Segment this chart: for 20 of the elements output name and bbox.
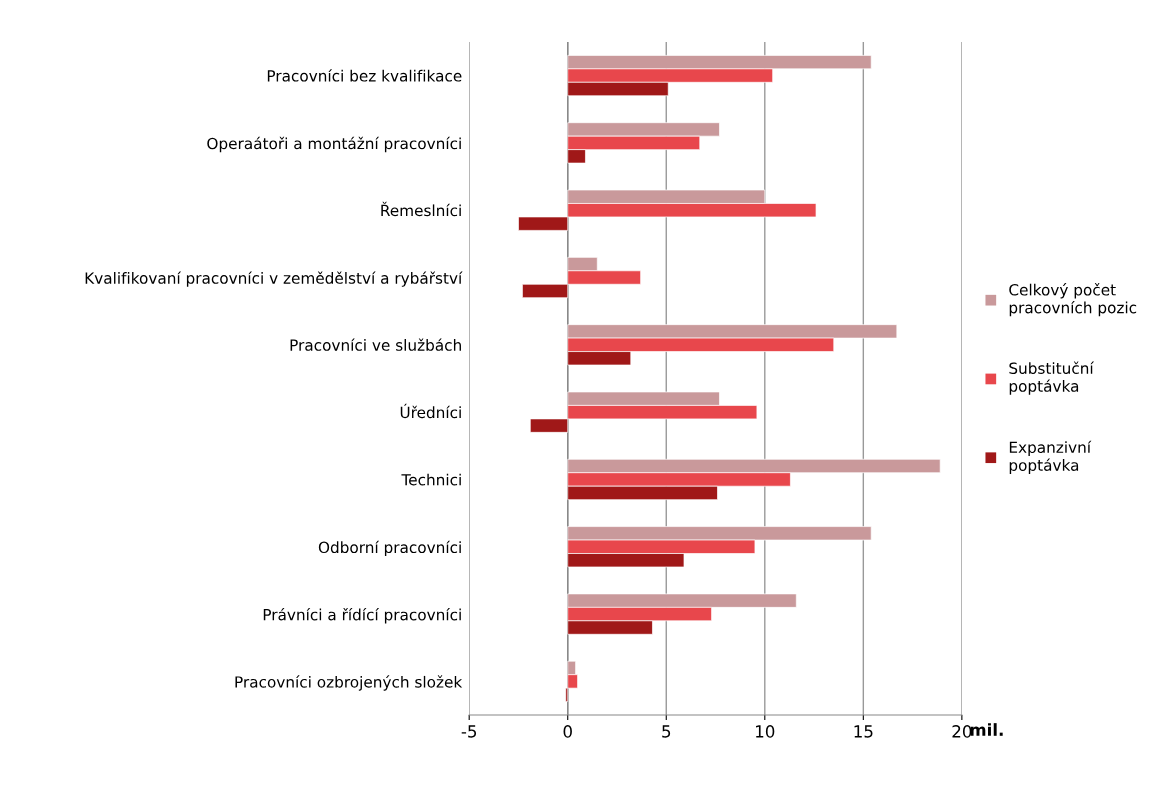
legend-label: Substituční poptávka <box>1009 361 1095 395</box>
x-tick-label: 15 <box>854 725 873 738</box>
y-tick-label: Pracovníci ve službách <box>290 338 461 351</box>
legend-label: Celkový počet pracovních pozic <box>1009 283 1137 317</box>
y-tick-label: Technici <box>401 473 461 486</box>
x-tick-label: 0 <box>563 725 572 738</box>
y-tick-label: Úředníci <box>400 403 461 419</box>
x-axis-title: mil. <box>970 723 1003 736</box>
x-tick-label: 20 <box>952 725 972 738</box>
legend-label: Expanzivní poptávka <box>1009 440 1092 474</box>
y-tick-label: Operaátoři a montážní pracovníci <box>207 136 461 153</box>
y-tick-label: Pracovníci bez kvalifikace <box>267 69 462 82</box>
x-tick-label: -5 <box>461 725 477 738</box>
y-tick-label: Řemeslníci <box>381 201 461 217</box>
x-tick-label: 10 <box>756 725 775 738</box>
x-tick-label: 5 <box>662 725 671 738</box>
y-tick-label: Právníci a řídící pracovníci <box>263 607 461 624</box>
y-tick-label: Pracovníci ozbrojených složek <box>235 675 463 691</box>
y-tick-label: Kvalifikovaní pracovníci v zemědělství a rybářství <box>85 271 463 287</box>
y-tick-label: Odborní pracovníci <box>318 540 461 557</box>
